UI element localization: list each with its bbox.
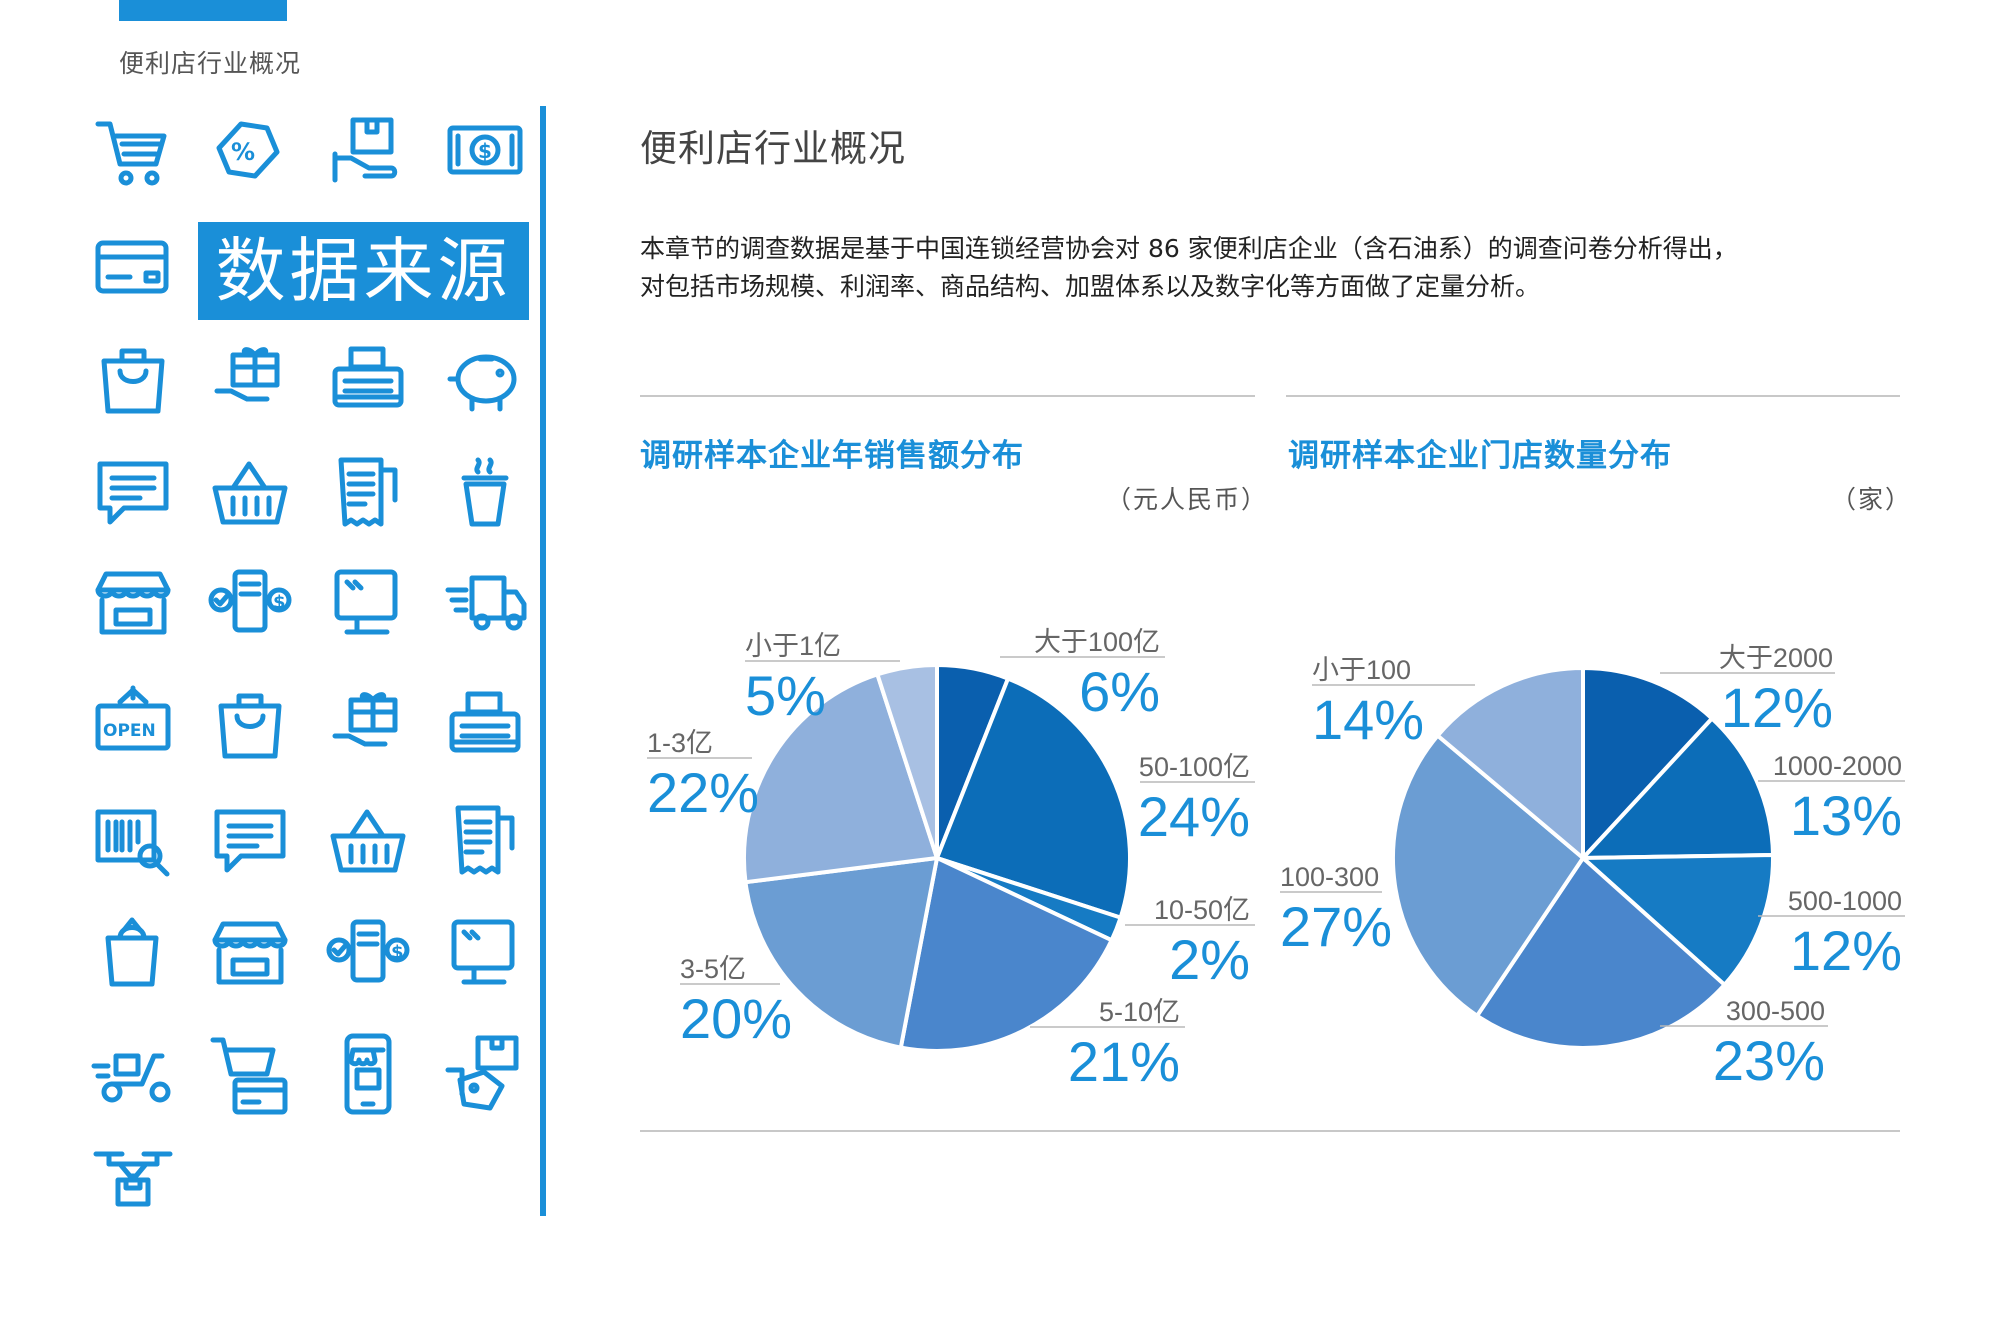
pos-terminal-icon (325, 560, 411, 646)
delivery-truck-icon (442, 560, 528, 646)
svg-text:$: $ (273, 592, 286, 613)
slice-category-label: 大于2000 (1719, 643, 1833, 673)
chart-unit: （家） (1830, 485, 1912, 514)
pie-slice (1434, 665, 1585, 863)
money-bill-icon: $ (442, 108, 528, 194)
pie-slice (743, 855, 940, 1050)
pie-slice (934, 676, 1132, 921)
svg-text:%: % (231, 138, 255, 166)
slice-percent-label: 2% (1169, 928, 1250, 991)
piggy-bank-icon (442, 335, 528, 421)
data-source-title: 数据来源 (198, 222, 529, 320)
slice-category-label: 1000-2000 (1773, 751, 1902, 781)
slice-percent-label: 14% (1312, 688, 1424, 751)
receipt-icon (325, 450, 411, 536)
slice-category-label: 小于1亿 (745, 631, 841, 661)
shopping-bag-icon (90, 335, 176, 421)
chart-unit: （元人民币） (1105, 485, 1268, 514)
chart-title: 调研样本企业年销售额分布 (640, 438, 1024, 474)
chart-title: 调研样本企业门店数量分布 (1288, 438, 1672, 474)
barcode-scan-icon (90, 798, 176, 884)
pos-terminal-icon (442, 910, 528, 996)
hot-drink-icon (442, 450, 528, 536)
svg-text:$: $ (391, 942, 404, 963)
intro-line: 对包括市场规模、利润率、商品结构、加盟体系以及数字化等方面做了定量分析。 (640, 272, 1541, 301)
slice-percent-label: 12% (1790, 919, 1902, 982)
shopping-cart-icon (90, 108, 176, 194)
slice-category-label: 100-300 (1280, 862, 1379, 892)
package-hand-icon (325, 108, 411, 194)
pie-slice (1581, 665, 1715, 864)
svg-text:OPEN: OPEN (103, 721, 156, 741)
slice-percent-label: 27% (1280, 895, 1392, 958)
shopping-bag-icon (207, 680, 293, 766)
pie-slice (1577, 852, 1776, 988)
delivery-scooter-icon (90, 1030, 176, 1116)
slice-category-label: 1-3亿 (647, 728, 713, 758)
delivery-drone-icon (90, 1140, 176, 1226)
cash-register-icon (442, 680, 528, 766)
slice-category-label: 5-10亿 (1099, 997, 1180, 1027)
gift-hand-icon (207, 335, 293, 421)
svg-text:$: $ (478, 139, 492, 163)
shopping-basket-icon (207, 450, 293, 536)
mobile-shop-icon (325, 1030, 411, 1116)
slice-percent-label: 24% (1138, 785, 1250, 848)
pie-slice (1474, 854, 1728, 1051)
slice-percent-label: 23% (1713, 1029, 1825, 1092)
slice-category-label: 500-1000 (1788, 886, 1902, 916)
slice-category-label: 小于100 (1312, 655, 1411, 685)
intro-line: 本章节的调查数据是基于中国连锁经营协会对 86 家便利店企业（含石油系）的调查问… (640, 234, 1738, 263)
receipt-icon (442, 798, 528, 884)
cash-register-icon (325, 335, 411, 421)
storefront-icon (207, 910, 293, 996)
card-payment-icon: $ (207, 560, 293, 646)
storefront-icon (90, 560, 176, 646)
vertical-divider (540, 106, 546, 1216)
section-header-label: 便利店行业概况 (119, 49, 302, 78)
page-title: 便利店行业概况 (640, 127, 906, 170)
card-payment-icon: $ (325, 910, 411, 996)
slice-percent-label: 22% (647, 761, 759, 824)
pie-slice (898, 855, 1115, 1054)
slice-percent-label: 13% (1790, 784, 1902, 847)
slice-category-label: 50-100亿 (1139, 752, 1250, 782)
slice-percent-label: 6% (1079, 660, 1160, 723)
slice-percent-label: 20% (680, 987, 792, 1050)
price-tag-hand-icon (442, 1030, 528, 1116)
pie-slice (741, 671, 940, 885)
gift-hand-icon (325, 680, 411, 766)
chart-top-divider-right (1286, 395, 1900, 397)
chat-message-icon (90, 450, 176, 536)
top-accent-bar (119, 0, 287, 21)
slice-category-label: 3-5亿 (680, 954, 746, 984)
slice-category-label: 10-50亿 (1154, 895, 1250, 925)
shopping-basket-icon (325, 798, 411, 884)
cart-card-icon (207, 1030, 293, 1116)
pie-slice (1391, 732, 1586, 1019)
chart-top-divider-left (640, 395, 1255, 397)
slice-category-label: 300-500 (1726, 996, 1825, 1026)
open-sign-icon: OPEN (90, 680, 176, 766)
pie-slice (874, 662, 939, 859)
pie-chart-store-count: 大于200012%1000-200013%500-100012%300-5002… (1280, 643, 1905, 1092)
grocery-bag-icon (90, 910, 176, 996)
chart-bottom-divider (640, 1130, 1900, 1132)
chat-message-icon (207, 798, 293, 884)
slice-category-label: 大于100亿 (1034, 627, 1160, 657)
slice-percent-label: 5% (745, 664, 826, 727)
intro-paragraph: 本章节的调查数据是基于中国连锁经营协会对 86 家便利店企业（含石油系）的调查问… (640, 230, 1920, 306)
pie-slice (1578, 715, 1776, 861)
slice-percent-label: 12% (1721, 676, 1833, 739)
slice-percent-label: 21% (1068, 1030, 1180, 1093)
discount-tag-icon: % (207, 108, 293, 194)
credit-card-icon (90, 225, 176, 311)
